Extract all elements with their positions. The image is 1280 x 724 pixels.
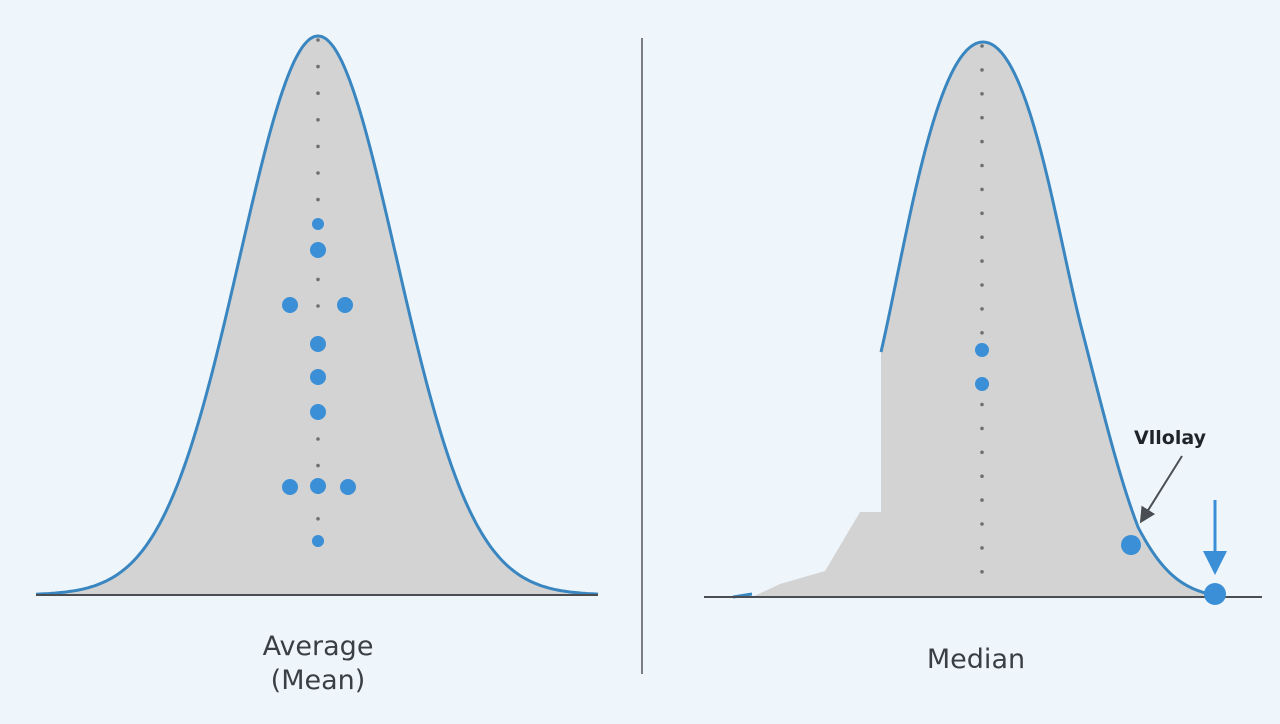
centerline-dot [980,235,984,239]
data-point [975,377,989,391]
centerline-dot [980,92,984,96]
centerline-dot [980,307,984,311]
data-point [310,336,326,352]
centerline-dot [980,450,984,455]
centerline-dot [980,402,984,407]
centerline-dot [316,197,320,202]
data-point [340,479,356,495]
data-point [310,369,326,385]
centerline-dot [980,474,984,479]
data-point [312,535,324,547]
mean-distribution [35,34,599,596]
centerline-dot [980,139,984,144]
centerline-dot [316,517,320,521]
centerline-dot [980,187,984,192]
centerline-dot [316,304,320,308]
median-label: Median [926,644,1026,675]
centerline-dot [980,426,984,431]
median-centerline [980,44,984,574]
mean-label-line1: Average [262,631,374,662]
data-point [310,242,326,258]
data-point [310,478,326,494]
centerline-dot [316,91,320,95]
median-curve-fill [752,42,1215,597]
data-point [282,479,298,495]
annotation-arrow [1139,455,1183,524]
centerline-dot [980,44,984,48]
mean-label-line2: (Mean) [270,665,366,696]
centerline-dot [980,68,984,72]
outlier-point [1121,535,1141,555]
mean-curve [35,34,599,596]
data-point [310,404,326,420]
centerline-dot [316,64,320,69]
data-point [312,218,324,230]
outlier-point [1204,583,1226,605]
data-point [282,297,298,313]
outlier-annotation-label: Vllolay [1134,427,1206,449]
centerline-dot [316,38,320,42]
centerline-dot [316,144,320,149]
centerline-dot [316,277,320,282]
centerline-dot [980,115,984,120]
centerline-dot [980,259,984,263]
centerline-dot [316,437,320,441]
median-data-points [975,343,1226,605]
centerline-dot [980,163,984,168]
centerline-dot [316,118,320,122]
centerline-dot [980,211,984,216]
centerline-dot [316,463,320,468]
centerline-dot [316,171,320,175]
centerline-dot [980,546,984,550]
mean-curve-fill [36,36,598,595]
centerline-dot [980,283,984,287]
centerline-dot [980,522,984,526]
data-point [975,343,989,357]
centerline-dot [980,331,984,335]
data-point [337,297,353,313]
median-distribution [704,40,1262,605]
centerline-dot [980,498,984,502]
median-curve [879,40,1216,597]
centerline-dot [980,570,984,574]
mean-data-points [282,218,356,547]
